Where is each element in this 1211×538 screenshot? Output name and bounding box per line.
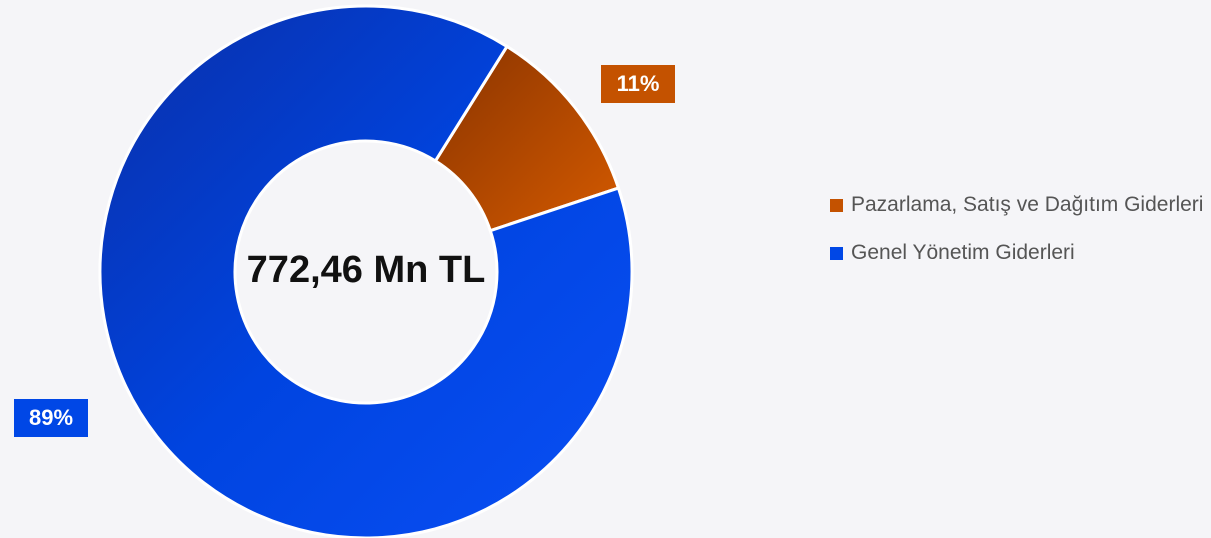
legend-item: Genel Yönetim Giderleri	[830, 236, 1205, 270]
value-label-box	[601, 65, 675, 103]
legend: Pazarlama, Satış ve Dağıtım Giderleri Gen…	[830, 188, 1205, 284]
legend-label: Genel Yönetim Giderleri	[851, 241, 1075, 264]
legend-item: Pazarlama, Satış ve Dağıtım Giderleri	[830, 188, 1205, 222]
value-label: 11%	[617, 71, 660, 96]
slice	[98, 4, 634, 538]
value-label: 89%	[29, 405, 73, 430]
legend-label: Pazarlama, Satış ve Dağıtım Giderleri	[851, 193, 1204, 216]
legend-swatch	[830, 247, 843, 260]
center-label: 772,46 Mn TL	[247, 249, 486, 291]
legend-swatch	[830, 199, 843, 212]
value-label-box	[14, 399, 88, 437]
